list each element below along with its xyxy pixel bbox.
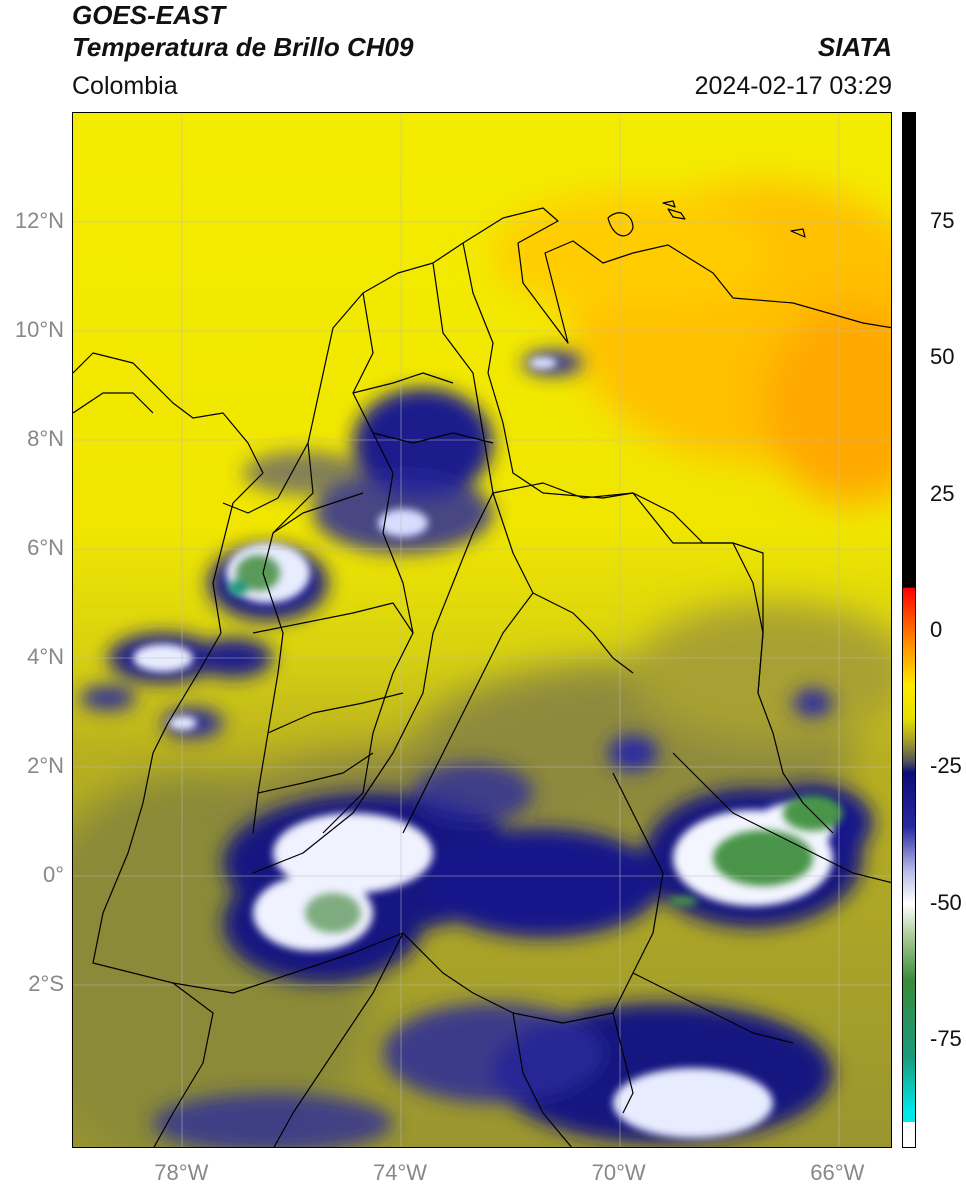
brightness-temperature-map[interactable]: [73, 113, 892, 1148]
colorbar-tick-label: 75: [930, 208, 955, 234]
lat-tick-label: 2°N: [27, 753, 64, 779]
lat-tick-label: 10°N: [14, 317, 64, 343]
map-panel[interactable]: [72, 112, 892, 1148]
colorbar-tick-label: -75: [930, 1025, 962, 1051]
lon-tick-label: 70°W: [591, 1160, 646, 1185]
lon-tick-label: 66°W: [810, 1160, 865, 1185]
colorbar-tick-label: 25: [930, 480, 955, 506]
colorbar-tick-label: 50: [930, 344, 955, 370]
lon-tick-label: 78°W: [154, 1160, 209, 1185]
colorbar-tick-label: -50: [930, 889, 962, 915]
organization-label: SIATA: [817, 32, 892, 62]
product-title: Temperatura de Brillo CH09: [72, 32, 414, 62]
colorbar-tick-label: -25: [930, 753, 962, 779]
colorbar: [902, 112, 916, 1148]
lat-tick-label: 2°S: [28, 971, 64, 997]
lat-tick-label: 8°N: [27, 426, 64, 452]
colorbar-fill: [903, 113, 915, 1147]
colorbar-gradient: [903, 113, 915, 1147]
lat-tick-label: 4°N: [27, 644, 64, 670]
coldest-cloud-tops: [228, 555, 843, 933]
timestamp-label: 2024-02-17 03:29: [694, 72, 892, 100]
lat-tick-label: 6°N: [27, 535, 64, 561]
satellite-title: GOES-EAST: [72, 0, 226, 30]
borders: [73, 200, 891, 1147]
colorbar-tick-label: 0: [930, 617, 943, 642]
lat-tick-label: 0°: [42, 862, 64, 888]
lon-tick-label: 74°W: [372, 1160, 428, 1185]
lat-tick-label: 12°N: [14, 208, 64, 234]
region-label: Colombia: [72, 72, 178, 100]
